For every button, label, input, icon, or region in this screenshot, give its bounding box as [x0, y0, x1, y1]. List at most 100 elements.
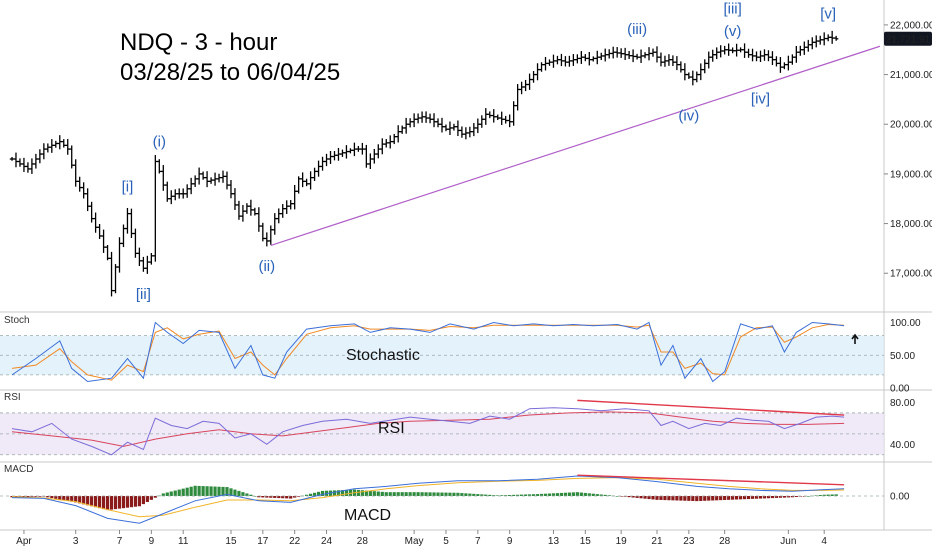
rsi-ma-line — [11, 411, 845, 447]
macd-hist-bar — [404, 492, 408, 496]
price-bar — [208, 177, 214, 184]
price-tick-label-1: 18,000.00 — [890, 219, 932, 230]
macd-hist-bar — [735, 496, 739, 500]
macd-hist-bar — [165, 492, 169, 496]
rsi-axis: 40.00 80.00 — [890, 398, 915, 451]
price-bar — [65, 139, 70, 155]
price-bar — [256, 207, 262, 232]
macd-hist-bar — [500, 495, 504, 496]
stoch-tick-label-1: 50.00 — [890, 351, 915, 362]
chart-title-line-2: 03/28/25 to 06/04/25 — [120, 59, 340, 86]
rsi-band — [0, 412, 884, 455]
macd-hist-bar — [141, 496, 145, 505]
macd-hist-bar — [643, 496, 647, 499]
macd-hist-bar — [508, 494, 512, 496]
price-bar — [77, 176, 82, 192]
price-bar — [236, 200, 242, 220]
price-axis: 17,000.00 18,000.00 19,000.00 20,000.00 21,0… — [884, 20, 932, 280]
price-bar — [543, 56, 548, 71]
macd-hist-bar — [742, 496, 747, 500]
macd-hist-bar — [766, 496, 771, 499]
price-bar — [352, 142, 357, 157]
macd-hist-bar — [94, 496, 98, 508]
macd-hist-bar — [531, 494, 536, 496]
price-bar — [746, 48, 751, 58]
macd-hist-bar — [161, 493, 165, 496]
price-bar — [53, 140, 58, 148]
price-bar — [710, 49, 715, 62]
macd-hist-bar — [695, 496, 699, 502]
price-bar — [376, 144, 381, 159]
wave-label-9: [v] — [820, 5, 836, 22]
macd-hist-bar — [731, 496, 735, 500]
price-bar — [427, 113, 433, 124]
time-tick-label-9: 28 — [357, 536, 369, 547]
time-tick-label-7: 22 — [289, 536, 301, 547]
macd-hist-bar — [440, 492, 444, 496]
macd-hist-bar — [113, 496, 118, 510]
price-bar — [49, 139, 55, 153]
macd-pane: MACD MACD 0.00 — [0, 464, 910, 524]
price-bar — [407, 118, 413, 128]
price-bar — [344, 145, 349, 159]
macd-hist-bar — [97, 496, 102, 509]
price-bar — [336, 147, 341, 161]
up-arrow-icon — [851, 333, 859, 344]
macd-hist-bar — [384, 492, 388, 496]
macd-hist-bar — [22, 496, 26, 498]
price-bar — [766, 50, 771, 62]
price-bars — [9, 30, 839, 297]
price-bar — [81, 182, 86, 199]
rsi-pane-name: RSI — [4, 392, 21, 403]
price-bar — [25, 162, 31, 173]
macd-hist-bar — [396, 492, 400, 496]
macd-hist-bar — [683, 496, 687, 501]
price-bar — [798, 45, 803, 56]
macd-hist-bar — [615, 496, 619, 497]
macd-hist-bar — [575, 492, 579, 496]
time-tick-label-17: 21 — [651, 536, 663, 547]
macd-hist-bar — [201, 486, 205, 496]
macd-hist-bar — [456, 492, 460, 496]
price-bar — [754, 51, 759, 62]
price-bar — [268, 225, 273, 245]
macd-hist-bar — [444, 492, 448, 496]
price-bar — [395, 125, 401, 143]
price-bar — [630, 49, 636, 63]
macd-hist-bar — [428, 492, 432, 496]
chart-title-line-1: NDQ - 3 - hour — [120, 29, 277, 56]
price-bar — [435, 118, 441, 128]
price-bar — [523, 79, 528, 92]
macd-hist-bar — [476, 494, 480, 496]
price-bar — [829, 30, 835, 44]
price-bar — [196, 167, 202, 185]
price-bar — [304, 178, 309, 187]
macd-hist-bar — [559, 492, 564, 496]
macd-hist-bar — [105, 496, 110, 511]
price-bar — [626, 50, 632, 60]
price-bar — [678, 61, 684, 73]
macd-hist-bar — [336, 490, 341, 496]
macd-hist-bar — [70, 496, 74, 502]
macd-hist-bar — [376, 491, 380, 496]
price-tick-label-0: 17,000.00 — [890, 269, 932, 280]
macd-hist-bar — [309, 493, 313, 496]
macd-hist-bar — [380, 491, 384, 496]
macd-hist-bar — [591, 493, 595, 496]
price-bar — [483, 108, 488, 125]
macd-hist-bar — [78, 496, 82, 504]
price-bar — [423, 111, 429, 123]
price-bar — [778, 57, 783, 73]
macd-pane-name: MACD — [4, 464, 33, 475]
macd-hist-bar — [603, 494, 607, 496]
price-bar — [13, 152, 19, 168]
macd-histogram — [10, 485, 838, 511]
macd-hist-bar — [790, 496, 794, 498]
price-bar — [316, 160, 321, 177]
price-bar — [654, 46, 660, 63]
price-bar — [109, 251, 114, 297]
macd-hist-bar — [149, 496, 153, 500]
pane-separators — [0, 0, 932, 531]
macd-hist-bar — [237, 490, 241, 496]
macd-hist-bar — [265, 496, 269, 498]
